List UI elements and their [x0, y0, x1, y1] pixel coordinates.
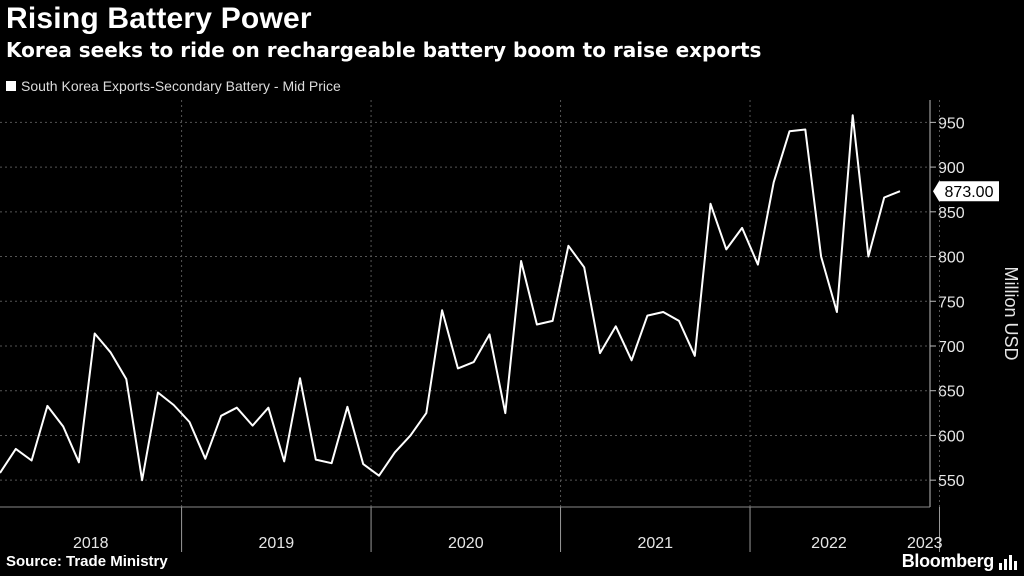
x-tick-label: 2019 [259, 535, 295, 552]
x-tick-label: 2018 [73, 535, 109, 552]
chart-subtitle: Korea seeks to ride on rechargeable batt… [6, 38, 762, 62]
x-tick-label: 2023 [907, 535, 943, 552]
y-tick-label: 600 [938, 428, 965, 445]
y-tick-label: 950 [938, 115, 965, 132]
x-tick-label: 2021 [637, 535, 673, 552]
y-tick-label: 750 [938, 294, 965, 311]
bloomberg-chart-icon [999, 555, 1017, 570]
y-axis-label: Million USD [1001, 266, 1021, 360]
brand-logo: Bloomberg [901, 551, 995, 571]
source-note: Source: Trade Ministry [6, 553, 168, 570]
x-tick-label: 2022 [811, 535, 847, 552]
series-line [0, 114, 901, 482]
x-tick-label: 2020 [448, 535, 484, 552]
last-value-badge [933, 181, 999, 202]
legend: South Korea Exports-Secondary Battery - … [6, 78, 341, 94]
last-value-label: 873.00 [945, 184, 994, 201]
chart-title: Rising Battery Power [6, 2, 312, 35]
legend-label: South Korea Exports-Secondary Battery - … [21, 78, 341, 94]
legend-swatch [6, 81, 16, 91]
y-tick-label: 650 [938, 384, 965, 401]
y-tick-label: 900 [938, 160, 965, 177]
y-tick-label: 550 [938, 473, 965, 490]
y-tick-label: 850 [938, 205, 965, 222]
y-tick-label: 800 [938, 250, 965, 267]
y-tick-label: 700 [938, 339, 965, 356]
